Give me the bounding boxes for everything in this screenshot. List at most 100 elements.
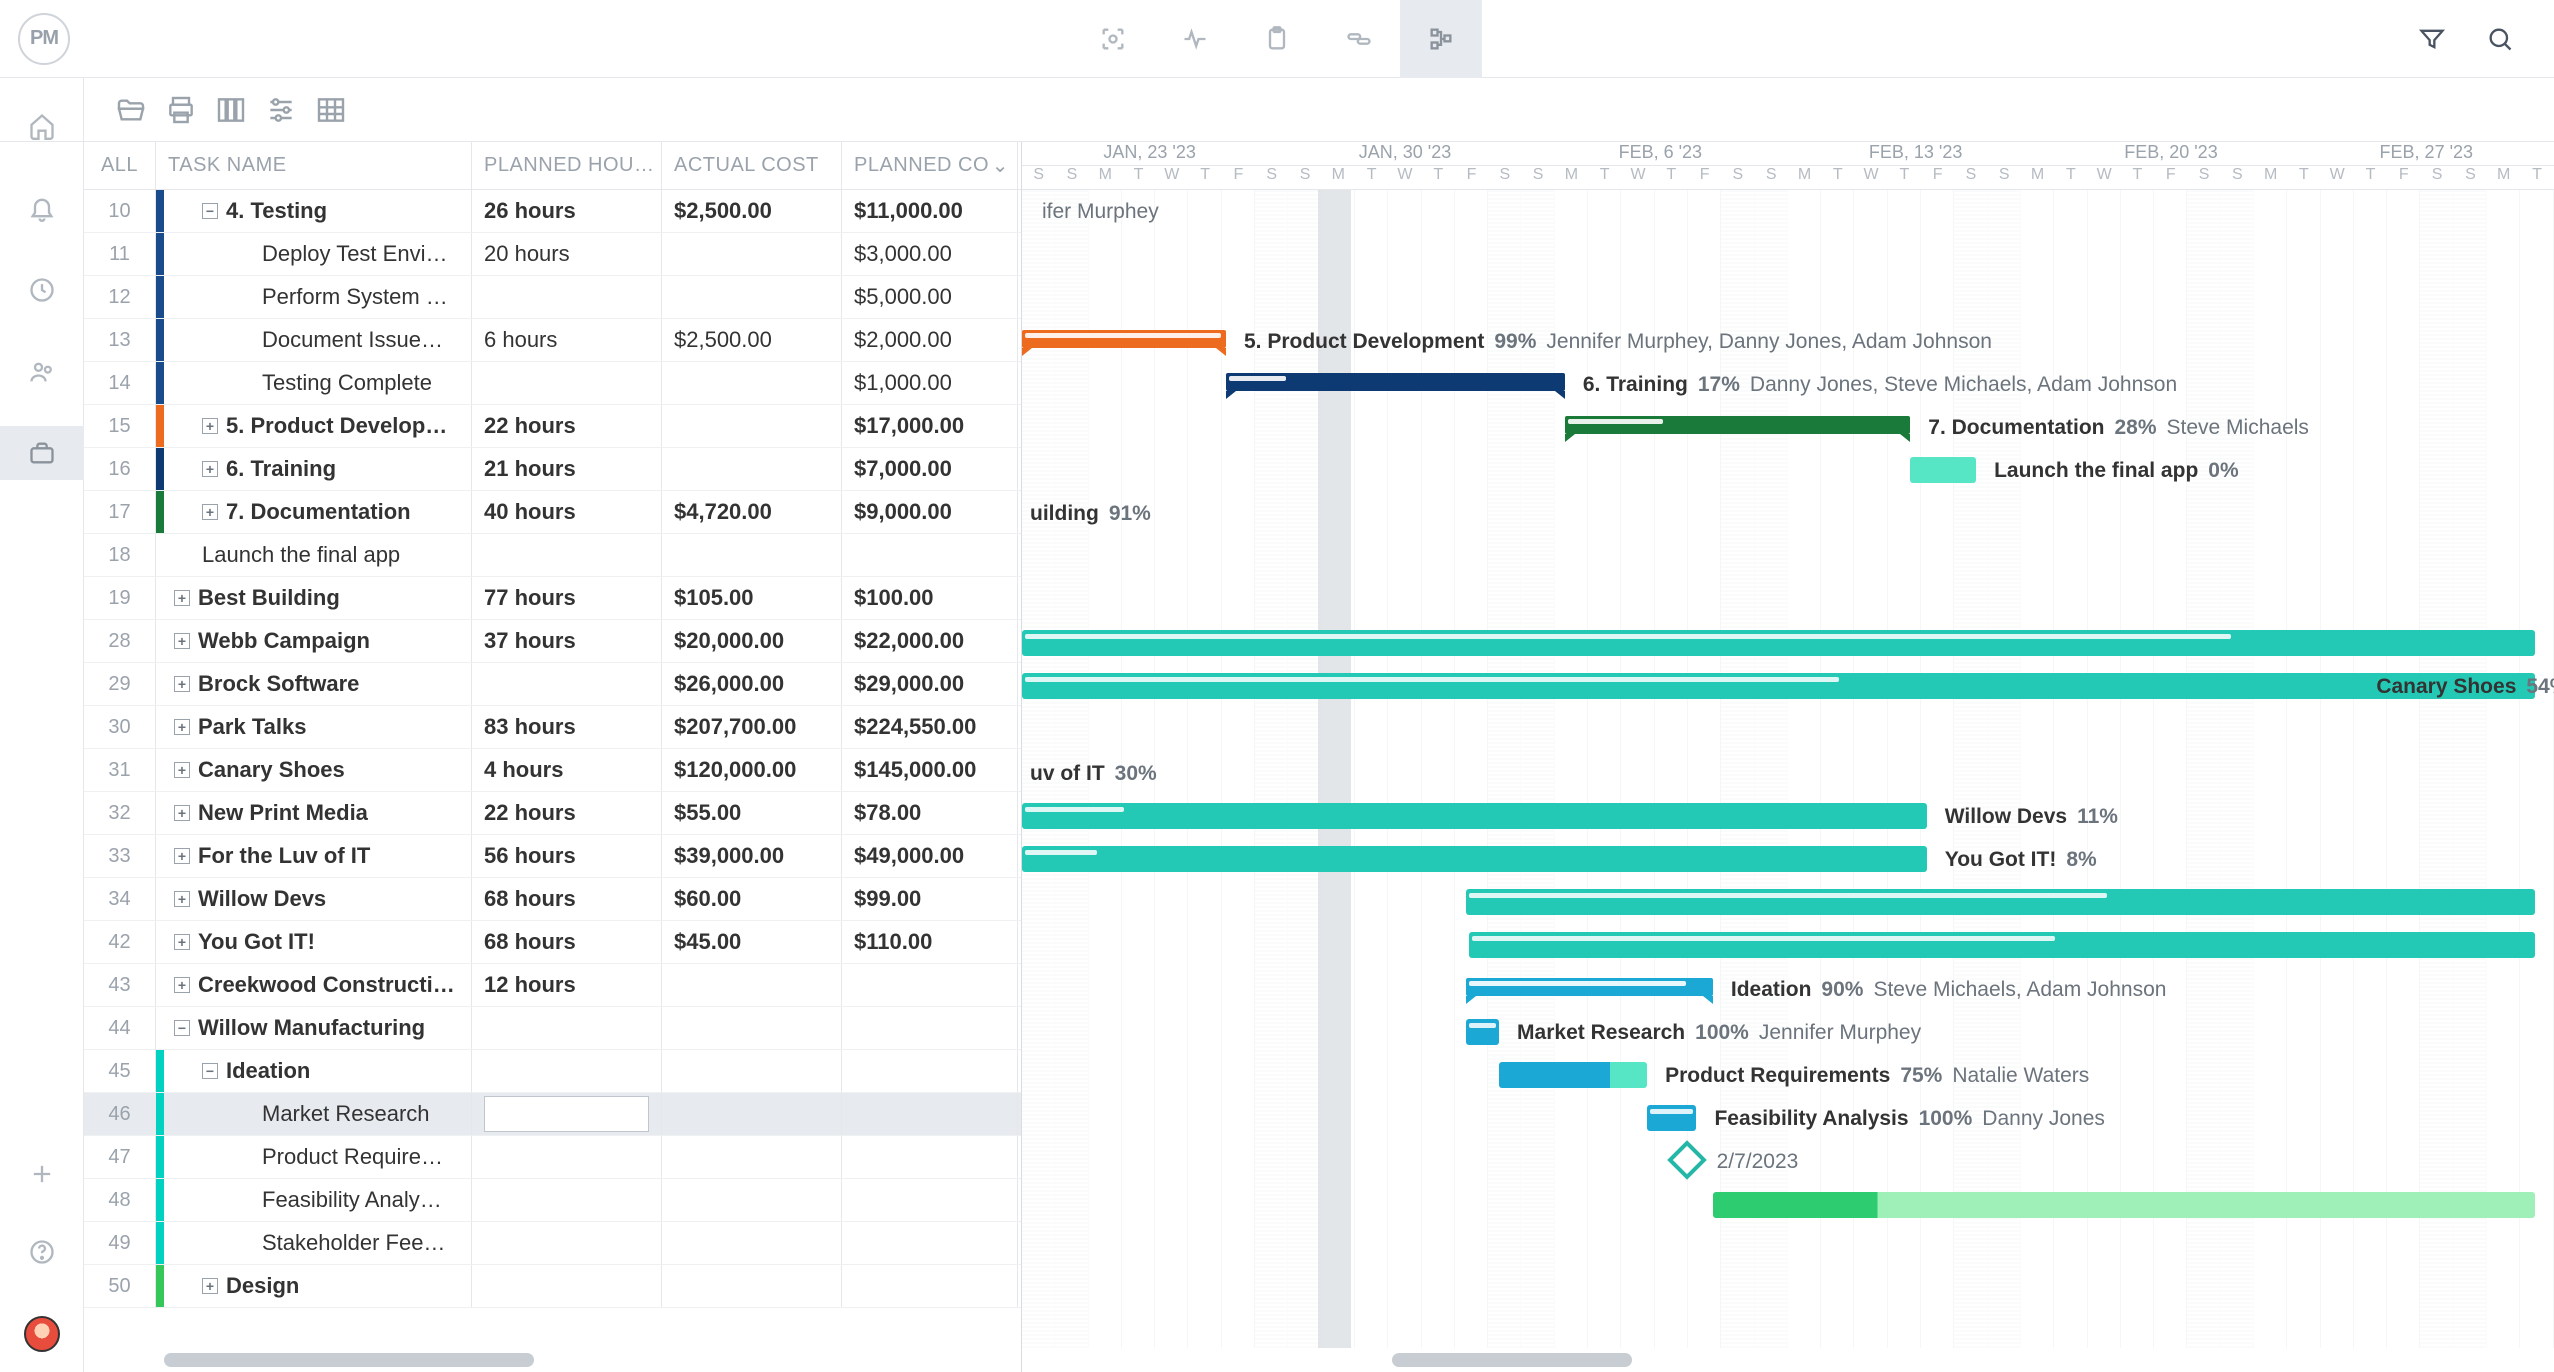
columns-icon[interactable] [215, 94, 247, 126]
task-row[interactable]: 45−Ideation [84, 1050, 1021, 1093]
gantt-bar[interactable] [1910, 457, 1976, 483]
planned-cost-cell[interactable]: $9,000.00 [842, 491, 1018, 533]
task-row[interactable]: 19+Best Building77 hours$105.00$100.00 [84, 577, 1021, 620]
home-icon[interactable] [28, 112, 56, 140]
planned-hours-cell[interactable] [472, 534, 662, 576]
planned-cost-cell[interactable]: $224,550.00 [842, 706, 1018, 748]
actual-cost-cell[interactable]: $4,720.00 [662, 491, 842, 533]
gantt-bar[interactable] [1022, 803, 1927, 829]
planned-cost-cell[interactable]: $2,000.00 [842, 319, 1018, 361]
actual-cost-cell[interactable] [662, 233, 842, 275]
expand-toggle[interactable]: + [174, 762, 190, 778]
actual-cost-cell[interactable]: $60.00 [662, 878, 842, 920]
planned-hours-cell[interactable]: 56 hours [472, 835, 662, 877]
gantt-bar[interactable] [1466, 1019, 1499, 1045]
planned-hours-cell[interactable]: 37 hours [472, 620, 662, 662]
planned-cost-cell[interactable]: $7,000.00 [842, 448, 1018, 490]
planned-cost-cell[interactable]: $17,000.00 [842, 405, 1018, 447]
app-logo[interactable]: PM [18, 13, 70, 65]
user-avatar[interactable] [24, 1316, 60, 1352]
task-row[interactable]: 16+6. Training21 hours$7,000.00 [84, 448, 1021, 491]
expand-toggle[interactable]: − [202, 203, 218, 219]
task-row[interactable]: 32+New Print Media22 hours$55.00$78.00 [84, 792, 1021, 835]
actual-cost-cell[interactable]: $39,000.00 [662, 835, 842, 877]
actual-cost-cell[interactable] [662, 964, 842, 1006]
milestone-icon[interactable] [1667, 1141, 1707, 1181]
activity-icon[interactable] [1154, 0, 1236, 78]
gantt-bar[interactable] [1499, 1062, 1647, 1088]
scan-icon[interactable] [1072, 0, 1154, 78]
gantt-bar[interactable] [1022, 846, 1927, 872]
planned-cost-cell[interactable]: $3,000.00 [842, 233, 1018, 275]
bell-icon[interactable] [28, 194, 56, 222]
planned-hours-cell[interactable]: 6 hours [472, 319, 662, 361]
gantt-bar[interactable] [1466, 978, 1713, 996]
actual-cost-cell[interactable] [662, 405, 842, 447]
expand-toggle[interactable]: + [202, 1278, 218, 1294]
search-icon[interactable] [2486, 25, 2514, 53]
task-row[interactable]: 34+Willow Devs68 hours$60.00$99.00 [84, 878, 1021, 921]
planned-cost-cell[interactable] [842, 964, 1018, 1006]
planned-cost-cell[interactable]: $78.00 [842, 792, 1018, 834]
gantt-bar[interactable] [1022, 673, 2535, 699]
col-planned-hours[interactable]: PLANNED HOU… [472, 142, 662, 189]
task-row[interactable]: 12Perform System …$5,000.00 [84, 276, 1021, 319]
planned-hours-cell[interactable]: 21 hours [472, 448, 662, 490]
actual-cost-cell[interactable]: $20,000.00 [662, 620, 842, 662]
task-row[interactable]: 29+Brock Software$26,000.00$29,000.00 [84, 663, 1021, 706]
actual-cost-cell[interactable]: $120,000.00 [662, 749, 842, 791]
task-row[interactable]: 50+Design [84, 1265, 1021, 1308]
actual-cost-cell[interactable] [662, 362, 842, 404]
planned-hours-cell[interactable] [472, 663, 662, 705]
planned-cost-cell[interactable] [842, 1093, 1018, 1135]
task-row[interactable]: 17+7. Documentation40 hours$4,720.00$9,0… [84, 491, 1021, 534]
actual-cost-cell[interactable]: $2,500.00 [662, 190, 842, 232]
task-row[interactable]: 11Deploy Test Envi…20 hours$3,000.00 [84, 233, 1021, 276]
task-row[interactable]: 46Market Research [84, 1093, 1021, 1136]
task-row[interactable]: 10−4. Testing26 hours$2,500.00$11,000.00 [84, 190, 1021, 233]
actual-cost-cell[interactable] [662, 1093, 842, 1135]
planned-hours-cell[interactable]: 77 hours [472, 577, 662, 619]
planned-hours-cell[interactable] [472, 1007, 662, 1049]
planned-hours-cell[interactable]: 68 hours [472, 921, 662, 963]
planned-cost-cell[interactable] [842, 1222, 1018, 1264]
actual-cost-cell[interactable]: $2,500.00 [662, 319, 842, 361]
task-row[interactable]: 33+For the Luv of IT56 hours$39,000.00$4… [84, 835, 1021, 878]
gantt-bar[interactable] [1022, 330, 1226, 348]
task-row[interactable]: 48Feasibility Analy… [84, 1179, 1021, 1222]
actual-cost-cell[interactable] [662, 1007, 842, 1049]
planned-cost-cell[interactable] [842, 1050, 1018, 1092]
task-row[interactable]: 49Stakeholder Fee… [84, 1222, 1021, 1265]
task-row[interactable]: 43+Creekwood Constructi…12 hours [84, 964, 1021, 1007]
plus-icon[interactable] [28, 1160, 56, 1188]
planned-hours-cell[interactable]: 4 hours [472, 749, 662, 791]
expand-toggle[interactable]: + [174, 891, 190, 907]
actual-cost-cell[interactable] [662, 1265, 842, 1307]
planned-hours-cell[interactable] [472, 1265, 662, 1307]
actual-cost-cell[interactable] [662, 1050, 842, 1092]
planned-cost-cell[interactable] [842, 1179, 1018, 1221]
planned-cost-cell[interactable]: $110.00 [842, 921, 1018, 963]
expand-toggle[interactable]: + [174, 590, 190, 606]
task-row[interactable]: 18Launch the final app [84, 534, 1021, 577]
actual-cost-cell[interactable] [662, 1222, 842, 1264]
folder-icon[interactable] [115, 94, 147, 126]
gantt-bar[interactable] [1466, 889, 2535, 915]
planned-hours-cell[interactable] [472, 1179, 662, 1221]
print-icon[interactable] [165, 94, 197, 126]
planned-cost-cell[interactable]: $11,000.00 [842, 190, 1018, 232]
expand-toggle[interactable]: + [174, 633, 190, 649]
planned-hours-cell[interactable]: 68 hours [472, 878, 662, 920]
planned-hours-cell[interactable] [472, 1136, 662, 1178]
actual-cost-cell[interactable]: $55.00 [662, 792, 842, 834]
expand-toggle[interactable]: − [174, 1020, 190, 1036]
actual-cost-cell[interactable] [662, 1179, 842, 1221]
task-row[interactable]: 13Document Issue…6 hours$2,500.00$2,000.… [84, 319, 1021, 362]
planned-hours-cell[interactable]: 22 hours [472, 405, 662, 447]
planned-hours-cell[interactable] [472, 1050, 662, 1092]
planned-hours-cell[interactable]: 20 hours [472, 233, 662, 275]
planned-cost-cell[interactable]: $100.00 [842, 577, 1018, 619]
task-row[interactable]: 47Product Require… [84, 1136, 1021, 1179]
planned-cost-cell[interactable] [842, 1136, 1018, 1178]
planned-cost-cell[interactable]: $99.00 [842, 878, 1018, 920]
